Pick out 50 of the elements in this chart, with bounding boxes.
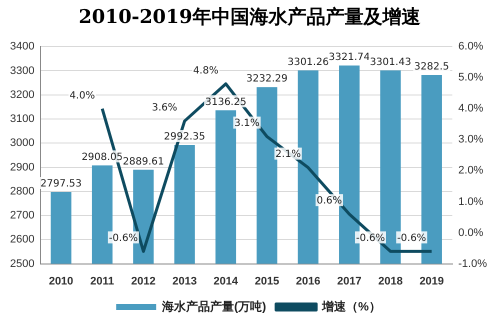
y-tick-label: 3300 [10, 64, 34, 77]
legend-label: 增速（%） [321, 299, 381, 314]
data-label: 2889.61 [122, 156, 164, 168]
y-tick-label: 2600 [10, 234, 34, 246]
y-tick-label: 2900 [10, 161, 34, 174]
y2-tick-label: 1.0% [458, 196, 484, 208]
data-label: 2.1% [275, 149, 301, 160]
data-label: 4.8% [193, 65, 218, 76]
x-tick-label: 2016 [296, 275, 320, 288]
y-tick-label: 3400 [10, 40, 34, 53]
y2-tick-label: 2.0% [458, 164, 484, 177]
x-tick-label: 2010 [48, 275, 74, 288]
y2-tick-label: 6.0% [458, 40, 484, 53]
x-tick-label: 2014 [214, 275, 239, 288]
legend-label: 海水产品产量(万吨) [161, 299, 266, 314]
data-label: 3321.74 [328, 52, 370, 64]
y-tick-label: 2500 [10, 258, 34, 270]
y-tick-label: 3000 [10, 137, 34, 150]
x-tick-label: 2012 [131, 275, 156, 288]
y2-tick-label: -1.0% [458, 258, 488, 270]
y-tick-label: 2800 [10, 185, 34, 198]
data-label: 2992.35 [164, 132, 206, 143]
x-tick-label: 2011 [90, 275, 114, 288]
y-tick-label: 3200 [10, 88, 34, 101]
x-tick-label: 2015 [254, 275, 280, 288]
data-label: 2908.05 [82, 152, 123, 163]
y2-tick-label: 4.0% [458, 102, 484, 115]
x-tick-label: 2019 [419, 275, 444, 288]
data-label: 2797.53 [40, 178, 82, 190]
data-label: 4.0% [70, 90, 95, 102]
y-tick-label: 3100 [10, 113, 34, 126]
data-label: -0.6% [108, 232, 138, 244]
data-label: 3.1% [234, 118, 260, 130]
x-tick-label: 2017 [337, 275, 362, 288]
data-label: 3301.43 [370, 56, 412, 68]
x-tick-label: 2018 [378, 275, 403, 288]
x-tick-label: 2013 [172, 275, 197, 288]
y-tick-label: 2700 [10, 210, 34, 222]
data-label: 3232.29 [246, 74, 288, 85]
data-label: 3136.25 [205, 96, 246, 108]
y2-tick-label: 0.0% [458, 226, 484, 239]
data-label: 3.6% [152, 102, 178, 114]
data-label: -0.6% [356, 232, 386, 244]
y2-tick-label: 5.0% [458, 72, 484, 84]
data-label: 3282.5 [414, 62, 450, 73]
data-label: -0.6% [397, 232, 426, 244]
y2-tick-label: 3.0% [458, 134, 484, 146]
data-label: 3301.26 [287, 57, 329, 68]
data-label: 0.6% [316, 196, 342, 207]
chart-title: 2010-2019年中国海水产品产量及增速 [78, 5, 422, 30]
